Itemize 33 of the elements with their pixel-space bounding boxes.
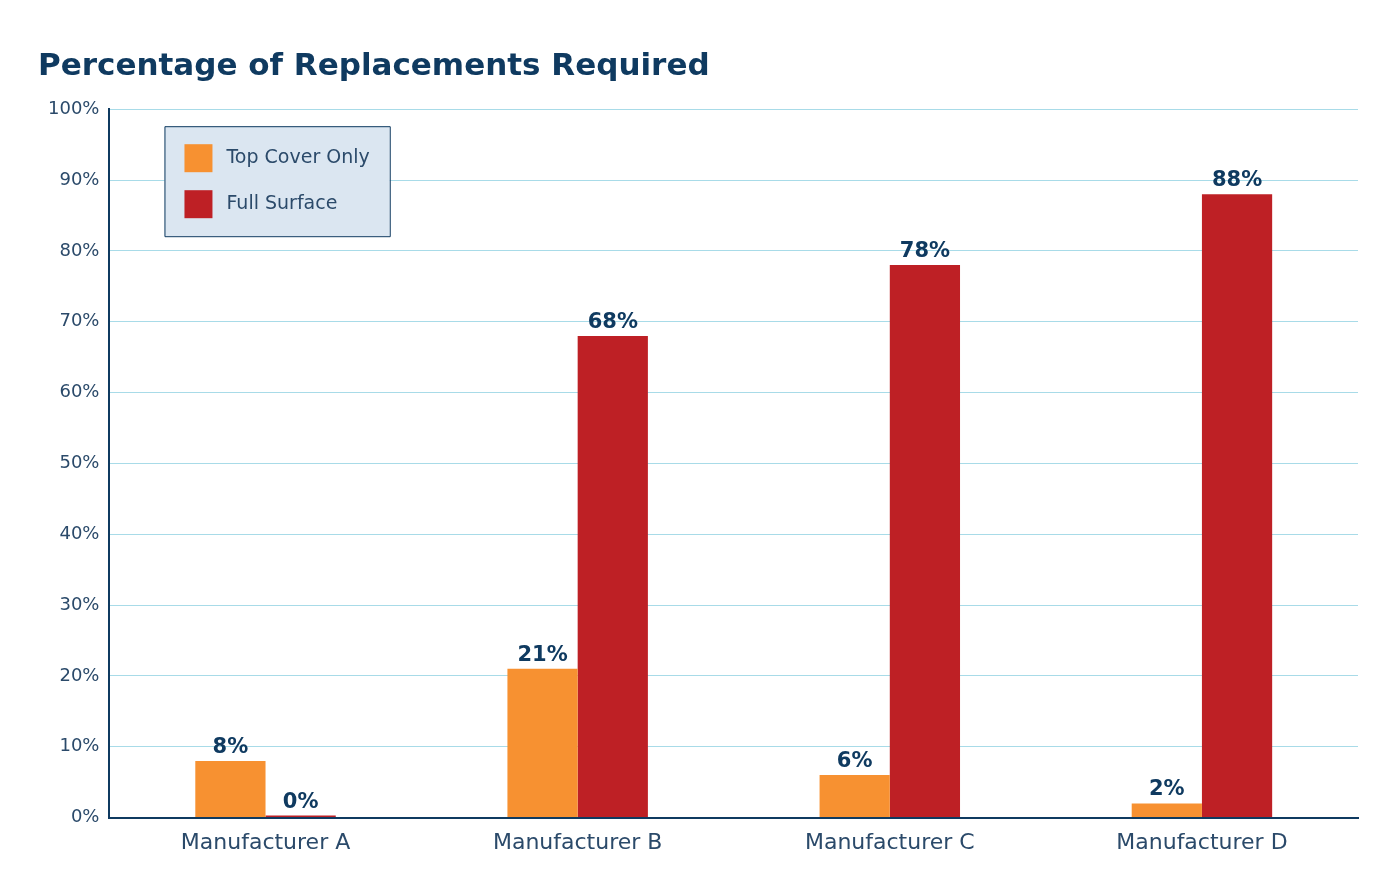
data-label: 88% [1211, 167, 1263, 192]
legend-label: Top Cover Only [225, 145, 370, 168]
legend-label: Full Surface [226, 191, 338, 214]
data-label: 21% [517, 641, 568, 666]
x-tick-label: Manufacturer C [804, 828, 975, 854]
y-tick-label: 20% [59, 663, 100, 685]
chart-title: Percentage of Replacements Required [38, 45, 710, 82]
y-tick-label: 100% [47, 96, 100, 118]
bar [507, 668, 578, 818]
data-label: 8% [212, 733, 249, 758]
bar [1131, 803, 1202, 818]
bar [577, 335, 648, 818]
data-label: 78% [899, 238, 951, 262]
y-tick-label: 40% [59, 521, 100, 543]
data-label: 68% [587, 308, 638, 333]
x-tick-label: Manufacturer D [1116, 828, 1288, 854]
y-tick-label: 10% [59, 734, 100, 756]
y-tick-label: 70% [59, 309, 100, 331]
y-tick-label: 90% [59, 167, 100, 189]
x-tick-label: Manufacturer B [492, 828, 663, 854]
data-label: 2% [1148, 776, 1185, 801]
bar [819, 775, 890, 818]
y-tick-label: 80% [59, 238, 100, 260]
bar [889, 265, 961, 818]
data-label: 6% [836, 748, 873, 773]
bar [195, 760, 266, 818]
y-tick-label: 0% [70, 805, 100, 827]
x-tick-label: Manufacturer A [180, 828, 351, 854]
y-tick-label: 50% [59, 451, 100, 473]
data-label: 0% [282, 788, 319, 813]
y-tick-label: 60% [59, 380, 100, 402]
bar [1201, 194, 1273, 818]
y-tick-label: 30% [59, 592, 100, 614]
